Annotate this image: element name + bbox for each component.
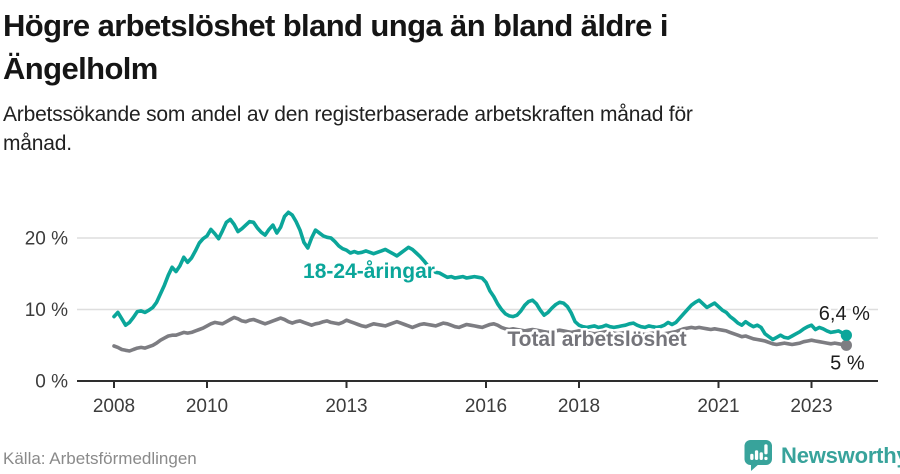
- series-line-18-24-åringar: [112, 210, 849, 342]
- series-end-value-label: 6,4 %: [819, 303, 870, 325]
- x-axis-tick-label: 2021: [697, 396, 739, 417]
- newsworthy-logo: Newsworthy: [743, 439, 900, 472]
- series-label: Total arbetslöshet: [507, 328, 686, 351]
- newsworthy-wordmark: Newsworthy: [781, 442, 900, 468]
- series-end-dot: [840, 329, 852, 341]
- x-axis-tick-label: 2016: [465, 396, 507, 417]
- series-label: 18-24-åringar: [303, 260, 435, 283]
- y-axis-tick-label: 0 %: [35, 372, 68, 393]
- y-axis-tick-label: 20 %: [25, 229, 68, 250]
- page-subtitle: Arbetssökande som andel av den registerb…: [3, 100, 693, 158]
- x-axis-tick-label: 2018: [558, 396, 600, 417]
- x-axis-tick-label: 2008: [93, 396, 135, 417]
- source-note: Källa: Arbetsförmedlingen: [3, 449, 197, 468]
- x-axis-tick-label: 2010: [186, 396, 228, 417]
- series-end-value-label: 5 %: [830, 352, 865, 374]
- title-line-1: Högre arbetslöshet bland unga än bland ä…: [3, 8, 668, 43]
- series-end-dot: [840, 339, 852, 351]
- series-line-total-arbetslöshet: [112, 315, 849, 353]
- unemployment-line-chart: 0 % 10 % 20 % 2008 2010 2013 2016 2018 2021 2023 T…: [25, 210, 878, 417]
- x-axis-tick-label: 2023: [790, 396, 832, 417]
- subtitle-line-1: Arbetssökande som andel av den registerb…: [3, 103, 693, 126]
- x-axis-tick-label: 2013: [325, 396, 367, 417]
- page-title: Högre arbetslöshet bland unga än bland ä…: [3, 4, 668, 90]
- y-axis-tick-label: 10 %: [25, 300, 68, 321]
- subtitle-line-2: månad.: [3, 132, 72, 155]
- bar-chart-speech-bubble-icon: [744, 440, 772, 471]
- title-line-2: Ängelholm: [3, 51, 158, 86]
